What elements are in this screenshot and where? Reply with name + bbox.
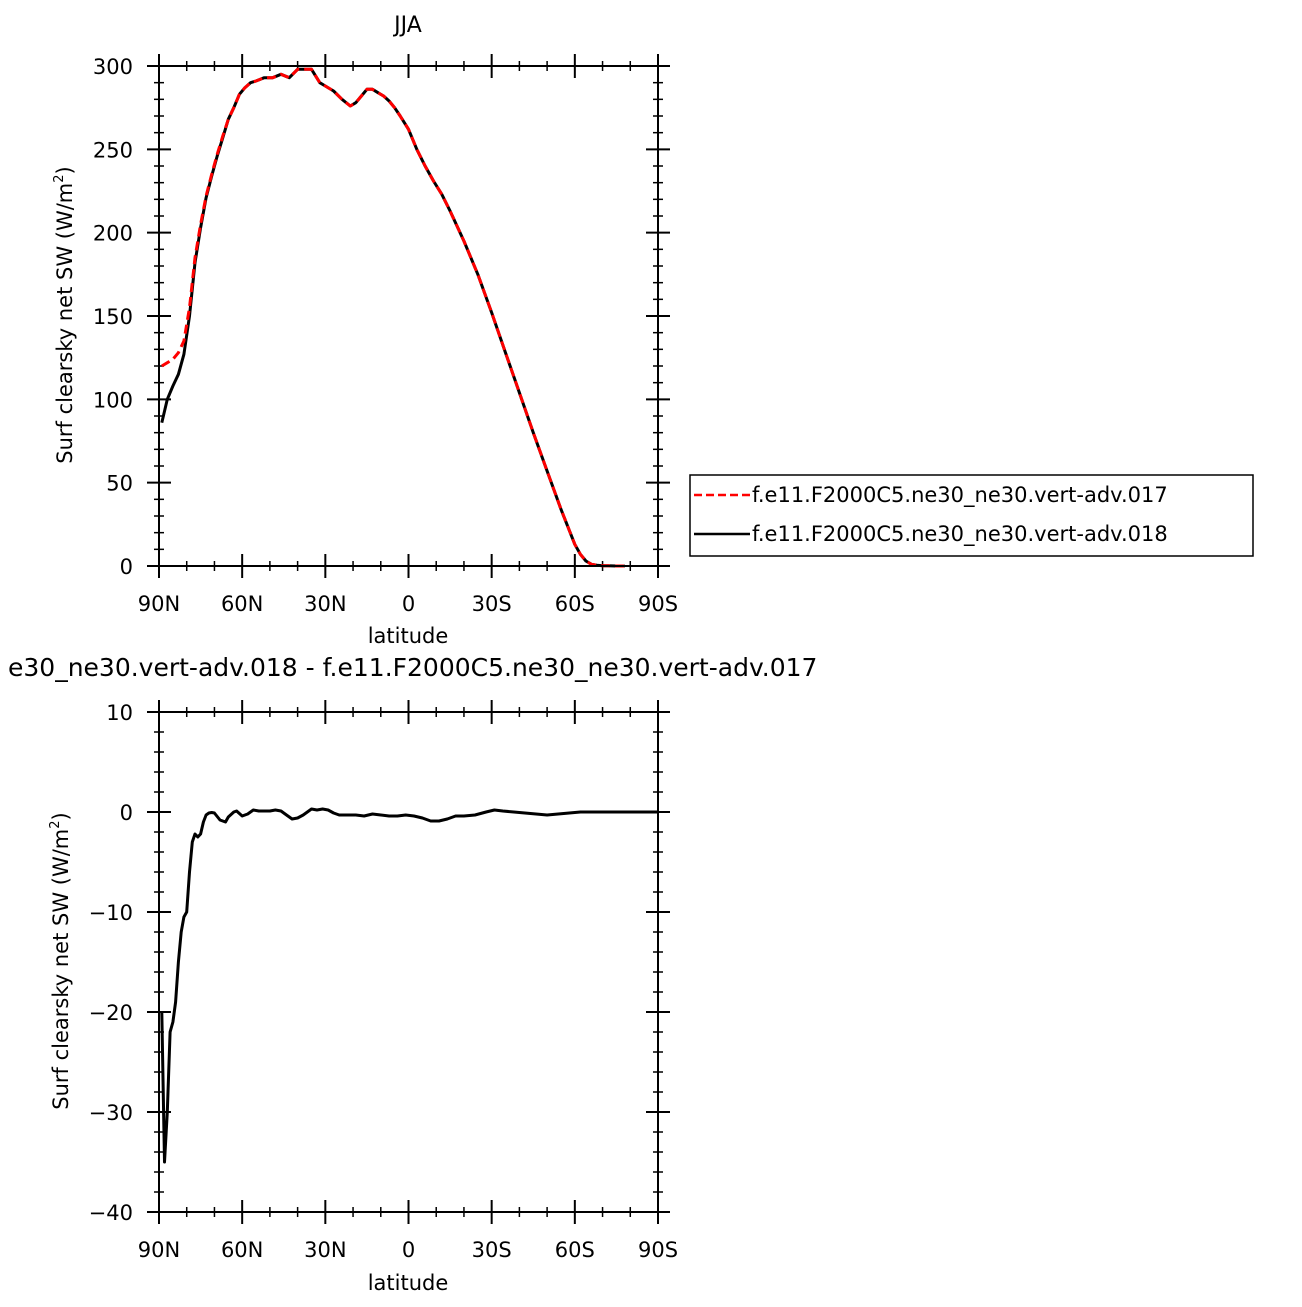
top-y-tick-label: 0 xyxy=(120,555,133,579)
bottom-x-tick-label: 30N xyxy=(304,1238,346,1262)
bottom-y-axis-label: Surf clearsky net SW (W/m2) xyxy=(48,812,73,1109)
top-x-tick-label: 90S xyxy=(638,592,678,616)
top-x-tick-label: 0 xyxy=(402,592,415,616)
top-chart-title: JJA xyxy=(392,13,422,38)
top-y-tick-label: 150 xyxy=(93,305,133,329)
bottom-x-tick-label: 90N xyxy=(138,1238,180,1262)
legend-label-017: f.e11.F2000C5.ne30_ne30.vert-adv.017 xyxy=(752,483,1168,508)
bottom-x-tick-label: 90S xyxy=(638,1238,678,1262)
top-y-tick-label: 100 xyxy=(93,388,133,412)
top-x-tick-label: 90N xyxy=(138,592,180,616)
bottom-ticks xyxy=(147,700,670,1224)
bottom-y-tick-label: −20 xyxy=(89,1001,133,1025)
top-y-tick-label: 200 xyxy=(93,222,133,246)
bottom-x-tick-label: 60N xyxy=(221,1238,263,1262)
legend: f.e11.F2000C5.ne30_ne30.vert-adv.017 f.e… xyxy=(689,474,1254,557)
top-panel: JJA Surf clearsky net SW (W/m2) latitude… xyxy=(52,13,678,648)
bottom-panel: e30_ne30.vert-adv.018 - f.e11.F2000C5.ne… xyxy=(8,653,817,1295)
top-y-tick-label: 250 xyxy=(93,138,133,162)
top-plot-frame xyxy=(158,65,659,567)
bottom-y-tick-label: −30 xyxy=(89,1101,133,1125)
bottom-y-tick-label: −40 xyxy=(89,1201,133,1225)
bottom-x-tick-label: 60S xyxy=(555,1238,595,1262)
top-x-tick-label: 60N xyxy=(221,592,263,616)
bottom-x-tick-label: 0 xyxy=(402,1238,415,1262)
top-y-tick-label: 300 xyxy=(93,55,133,79)
top-y-axis-label: Surf clearsky net SW (W/m2) xyxy=(52,166,77,463)
bottom-series-line-0 xyxy=(160,807,658,1164)
bottom-y-tick-labels: −40 −30 −20 −10 0 10 xyxy=(89,701,133,1225)
top-x-tick-label: 30N xyxy=(304,592,346,616)
bottom-y-tick-label: −10 xyxy=(89,901,133,925)
legend-box xyxy=(689,474,1254,557)
top-series-line-0 xyxy=(161,67,625,568)
bottom-plot-frame xyxy=(158,711,659,1213)
bottom-x-tick-labels: 90N 60N 30N 0 30S 60S 90S xyxy=(138,1238,678,1262)
top-y-tick-label: 50 xyxy=(106,472,133,496)
bottom-series-lines xyxy=(160,807,658,1164)
top-y-tick-labels: 0 50 100 150 200 250 300 xyxy=(93,55,133,579)
bottom-x-axis-label: latitude xyxy=(368,1271,449,1295)
top-x-tick-label: 60S xyxy=(555,592,595,616)
top-x-axis-label: latitude xyxy=(368,624,449,648)
bottom-y-tick-label: 0 xyxy=(120,801,133,825)
top-series-lines xyxy=(160,67,625,568)
bottom-y-tick-label: 10 xyxy=(106,701,133,725)
legend-label-018: f.e11.F2000C5.ne30_ne30.vert-adv.018 xyxy=(752,522,1168,547)
top-x-tick-labels: 90N 60N 30N 0 30S 60S 90S xyxy=(138,592,678,616)
bottom-chart-title: e30_ne30.vert-adv.018 - f.e11.F2000C5.ne… xyxy=(8,653,817,682)
bottom-x-tick-label: 30S xyxy=(472,1238,512,1262)
top-x-tick-label: 30S xyxy=(472,592,512,616)
